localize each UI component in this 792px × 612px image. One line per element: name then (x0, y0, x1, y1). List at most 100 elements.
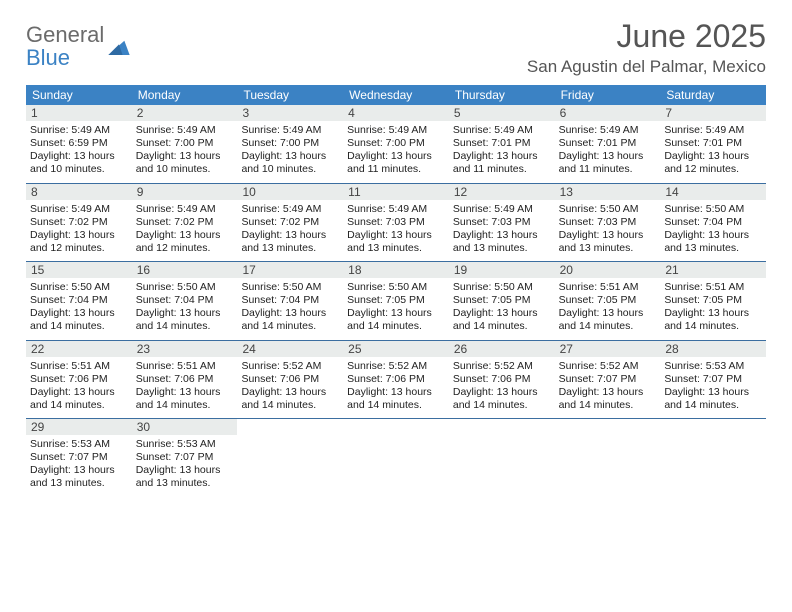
daylight-text: Daylight: 13 hours (136, 386, 234, 399)
sunset-text: Sunset: 7:02 PM (30, 216, 128, 229)
day-number: 30 (132, 419, 238, 435)
sunset-text: Sunset: 7:01 PM (559, 137, 657, 150)
sunrise-text: Sunrise: 5:49 AM (453, 203, 551, 216)
daylight-text: Daylight: 13 hours (30, 307, 128, 320)
sunrise-text: Sunrise: 5:51 AM (559, 281, 657, 294)
day-cell: 10Sunrise: 5:49 AMSunset: 7:02 PMDayligh… (237, 184, 343, 262)
day-number: 13 (555, 184, 661, 200)
day-cell: 3Sunrise: 5:49 AMSunset: 7:00 PMDaylight… (237, 105, 343, 183)
weekday-header: Sunday (26, 85, 132, 105)
daylight-text: and 14 minutes. (559, 399, 657, 412)
day-number: 20 (555, 262, 661, 278)
sunrise-text: Sunrise: 5:50 AM (453, 281, 551, 294)
day-number: 10 (237, 184, 343, 200)
sunset-text: Sunset: 7:06 PM (347, 373, 445, 386)
daylight-text: and 14 minutes. (453, 399, 551, 412)
daylight-text: Daylight: 13 hours (136, 464, 234, 477)
sunrise-text: Sunrise: 5:51 AM (664, 281, 762, 294)
daylight-text: Daylight: 13 hours (241, 386, 339, 399)
daylight-text: and 13 minutes. (664, 242, 762, 255)
sunset-text: Sunset: 7:05 PM (453, 294, 551, 307)
day-number: 14 (660, 184, 766, 200)
day-cell-empty (343, 419, 449, 497)
daylight-text: and 14 minutes. (559, 320, 657, 333)
day-number: 27 (555, 341, 661, 357)
day-cell: 8Sunrise: 5:49 AMSunset: 7:02 PMDaylight… (26, 184, 132, 262)
daylight-text: and 14 minutes. (241, 320, 339, 333)
week-row: 29Sunrise: 5:53 AMSunset: 7:07 PMDayligh… (26, 419, 766, 497)
day-number: 7 (660, 105, 766, 121)
daylight-text: Daylight: 13 hours (453, 150, 551, 163)
sunset-text: Sunset: 7:07 PM (136, 451, 234, 464)
day-number: 28 (660, 341, 766, 357)
sunset-text: Sunset: 7:04 PM (136, 294, 234, 307)
day-cell: 5Sunrise: 5:49 AMSunset: 7:01 PMDaylight… (449, 105, 555, 183)
sunset-text: Sunset: 7:04 PM (30, 294, 128, 307)
day-number: 1 (26, 105, 132, 121)
day-cell: 20Sunrise: 5:51 AMSunset: 7:05 PMDayligh… (555, 262, 661, 340)
daylight-text: and 13 minutes. (241, 242, 339, 255)
day-cell: 1Sunrise: 5:49 AMSunset: 6:59 PMDaylight… (26, 105, 132, 183)
calendar-grid: Sunday Monday Tuesday Wednesday Thursday… (26, 85, 766, 497)
sunset-text: Sunset: 7:01 PM (664, 137, 762, 150)
weekday-header-row: Sunday Monday Tuesday Wednesday Thursday… (26, 85, 766, 105)
daylight-text: Daylight: 13 hours (453, 229, 551, 242)
sunrise-text: Sunrise: 5:50 AM (347, 281, 445, 294)
day-number: 26 (449, 341, 555, 357)
day-cell: 24Sunrise: 5:52 AMSunset: 7:06 PMDayligh… (237, 341, 343, 419)
sunset-text: Sunset: 7:00 PM (241, 137, 339, 150)
daylight-text: and 14 minutes. (241, 399, 339, 412)
sunset-text: Sunset: 7:05 PM (664, 294, 762, 307)
sunrise-text: Sunrise: 5:52 AM (453, 360, 551, 373)
day-number: 6 (555, 105, 661, 121)
daylight-text: Daylight: 13 hours (136, 229, 234, 242)
sunset-text: Sunset: 7:02 PM (136, 216, 234, 229)
day-cell-empty (555, 419, 661, 497)
day-number: 9 (132, 184, 238, 200)
logo-text: General Blue (26, 24, 104, 70)
day-number: 17 (237, 262, 343, 278)
day-cell: 26Sunrise: 5:52 AMSunset: 7:06 PMDayligh… (449, 341, 555, 419)
daylight-text: and 14 minutes. (30, 399, 128, 412)
sunset-text: Sunset: 7:02 PM (241, 216, 339, 229)
daylight-text: and 12 minutes. (30, 242, 128, 255)
daylight-text: and 14 minutes. (347, 399, 445, 412)
day-cell-empty (237, 419, 343, 497)
day-number: 25 (343, 341, 449, 357)
daylight-text: Daylight: 13 hours (453, 386, 551, 399)
sunset-text: Sunset: 7:05 PM (347, 294, 445, 307)
sunrise-text: Sunrise: 5:49 AM (241, 203, 339, 216)
day-number: 15 (26, 262, 132, 278)
day-number: 2 (132, 105, 238, 121)
weekday-header: Monday (132, 85, 238, 105)
daylight-text: and 10 minutes. (241, 163, 339, 176)
sunrise-text: Sunrise: 5:49 AM (559, 124, 657, 137)
sunrise-text: Sunrise: 5:50 AM (241, 281, 339, 294)
day-cell: 22Sunrise: 5:51 AMSunset: 7:06 PMDayligh… (26, 341, 132, 419)
location-subtitle: San Agustin del Palmar, Mexico (527, 57, 766, 77)
daylight-text: and 13 minutes. (136, 477, 234, 490)
title-block: June 2025 San Agustin del Palmar, Mexico (527, 18, 766, 77)
day-cell: 29Sunrise: 5:53 AMSunset: 7:07 PMDayligh… (26, 419, 132, 497)
sunrise-text: Sunrise: 5:53 AM (30, 438, 128, 451)
weeks-container: 1Sunrise: 5:49 AMSunset: 6:59 PMDaylight… (26, 105, 766, 497)
sunrise-text: Sunrise: 5:49 AM (136, 124, 234, 137)
sunset-text: Sunset: 7:03 PM (453, 216, 551, 229)
day-cell: 6Sunrise: 5:49 AMSunset: 7:01 PMDaylight… (555, 105, 661, 183)
sunrise-text: Sunrise: 5:49 AM (30, 124, 128, 137)
day-cell: 13Sunrise: 5:50 AMSunset: 7:03 PMDayligh… (555, 184, 661, 262)
day-cell: 18Sunrise: 5:50 AMSunset: 7:05 PMDayligh… (343, 262, 449, 340)
sunset-text: Sunset: 7:04 PM (664, 216, 762, 229)
sunset-text: Sunset: 7:07 PM (30, 451, 128, 464)
daylight-text: and 14 minutes. (664, 320, 762, 333)
daylight-text: and 11 minutes. (559, 163, 657, 176)
sunset-text: Sunset: 7:06 PM (30, 373, 128, 386)
sunrise-text: Sunrise: 5:51 AM (136, 360, 234, 373)
sunrise-text: Sunrise: 5:50 AM (30, 281, 128, 294)
daylight-text: Daylight: 13 hours (347, 150, 445, 163)
day-cell: 19Sunrise: 5:50 AMSunset: 7:05 PMDayligh… (449, 262, 555, 340)
day-cell: 21Sunrise: 5:51 AMSunset: 7:05 PMDayligh… (660, 262, 766, 340)
day-cell: 9Sunrise: 5:49 AMSunset: 7:02 PMDaylight… (132, 184, 238, 262)
sunrise-text: Sunrise: 5:49 AM (241, 124, 339, 137)
day-cell: 4Sunrise: 5:49 AMSunset: 7:00 PMDaylight… (343, 105, 449, 183)
